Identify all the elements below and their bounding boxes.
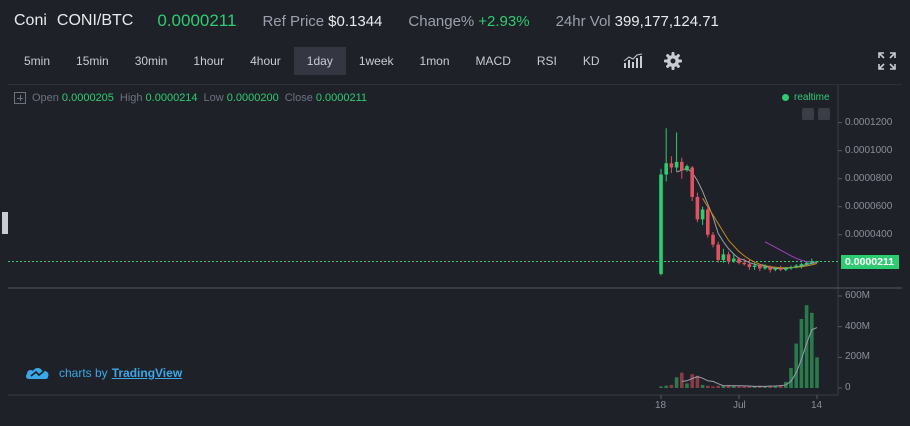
realtime-dot-icon <box>782 94 789 101</box>
volume-tick-label: 600M <box>845 290 871 301</box>
realtime-indicator: realtime <box>782 92 830 103</box>
fullscreen-icon[interactable] <box>877 51 897 71</box>
high-label: High <box>119 92 143 104</box>
interval-30min[interactable]: 30min <box>134 54 168 68</box>
indicator-macd[interactable]: MACD <box>475 54 511 68</box>
volume-24h-value: 399,177,124.71 <box>614 12 719 30</box>
tradingview-branding[interactable]: charts by TradingView <box>25 365 182 381</box>
interval-1mon[interactable]: 1mon <box>419 54 450 68</box>
realtime-label: realtime <box>794 92 830 103</box>
interval-4hour[interactable]: 4hour <box>250 54 281 68</box>
indicator-rsi[interactable]: RSI <box>536 54 557 68</box>
interval-5min[interactable]: 5min <box>24 54 51 68</box>
ref-price-label: Ref Price <box>262 12 325 30</box>
volume-tick-label: 400M <box>845 320 871 332</box>
volume-tick-label: 0 <box>845 382 851 393</box>
interval-1day[interactable]: 1day <box>293 47 346 75</box>
close-value: 0.0000211 <box>315 92 368 104</box>
price-chart-panel[interactable] <box>8 84 902 424</box>
expand-legend-icon[interactable] <box>14 92 26 104</box>
scroll-left-button[interactable] <box>802 108 814 120</box>
time-tick-label: Jul <box>733 400 746 411</box>
volume-tick-label: 200M <box>845 351 871 363</box>
price-tick-label: 0.0000400 <box>845 228 893 240</box>
price-tick-label: 0.0001200 <box>845 116 893 128</box>
tradingview-logo-icon <box>25 368 49 379</box>
chart-toolbar: 5min 15min 30min 1hour 4hour 1day 1week … <box>11 47 693 75</box>
coin-name: Coni <box>14 12 47 29</box>
volume-24h-label: 24hr Vol <box>555 12 611 30</box>
interval-15min[interactable]: 15min <box>76 54 109 68</box>
last-price: 0.0000211 <box>157 11 237 30</box>
interval-1hour[interactable]: 1hour <box>193 54 225 68</box>
low-label: Low <box>203 92 224 104</box>
trading-pair: CONI/BTC <box>56 12 134 29</box>
ohlc-legend: Open 0.0000205 High 0.0000214 Low 0.0000… <box>14 92 373 104</box>
scroll-right-button[interactable] <box>818 108 830 120</box>
high-value: 0.0000214 <box>145 92 198 104</box>
close-label: Close <box>284 92 313 104</box>
change-value: +2.93% <box>478 12 530 30</box>
ticker-header: Coni CONI/BTC 0.0000211 Ref Price $0.134… <box>0 0 910 42</box>
tradingview-link[interactable]: TradingView <box>111 366 183 380</box>
ref-price-value: $0.1344 <box>328 12 383 30</box>
current-price-tag: 0.0000211 <box>841 255 899 269</box>
chart-type-icon[interactable] <box>613 47 653 75</box>
change-label: Change% <box>408 12 475 30</box>
price-tick-label: 0.0000800 <box>845 172 893 184</box>
open-value: 0.0000205 <box>61 92 114 104</box>
price-tick-label: 0.0000600 <box>845 200 893 212</box>
interval-1week[interactable]: 1week <box>358 54 394 68</box>
price-tick-label: 0.0001000 <box>845 144 893 156</box>
settings-gear-icon[interactable] <box>653 47 693 75</box>
open-label: Open <box>32 92 59 104</box>
branding-prefix: charts by <box>59 366 108 380</box>
low-value: 0.0000200 <box>226 92 279 104</box>
indicator-kd[interactable]: KD <box>582 54 600 68</box>
chart-collapse-handle[interactable] <box>2 212 8 234</box>
time-tick-label: 18 <box>655 400 667 411</box>
time-tick-label: 14 <box>811 400 823 411</box>
